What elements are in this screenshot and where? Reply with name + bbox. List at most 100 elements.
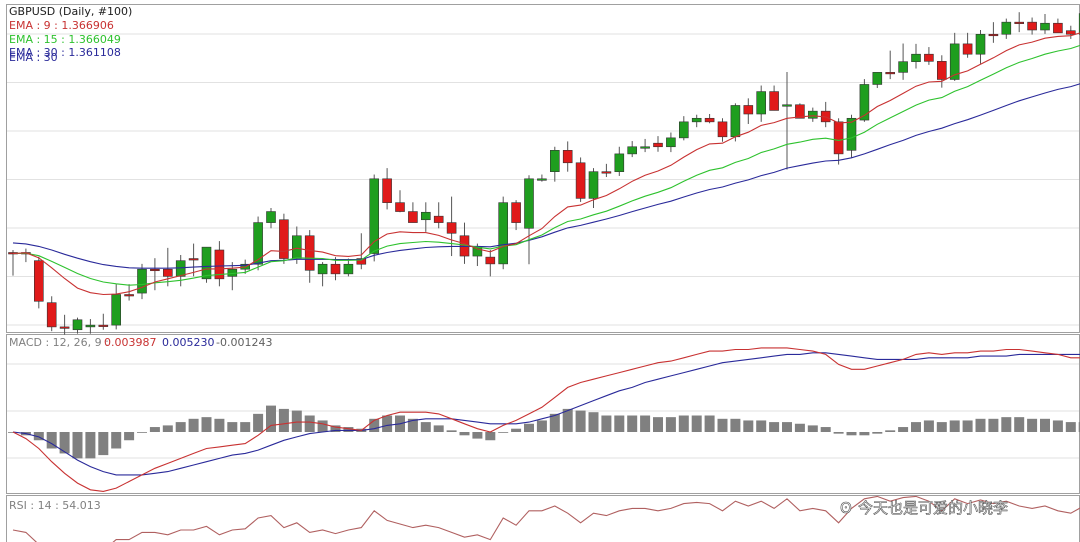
candle-down: [833, 121, 844, 155]
ema30-line: [12, 83, 1080, 269]
macd-histogram-bar: [317, 420, 328, 432]
candle-up: [807, 110, 818, 119]
candle-up: [614, 153, 625, 172]
grid-lines: [6, 33, 1080, 459]
candle-up: [137, 268, 147, 294]
watermark-icon: ʘ: [840, 499, 852, 517]
candle-down: [562, 150, 573, 164]
macd-histogram-bar: [575, 410, 586, 432]
candle-down: [279, 219, 289, 259]
macd-histogram-bar: [1040, 418, 1050, 432]
macd-histogram-bar: [149, 427, 160, 432]
macd-histogram-bar: [485, 432, 496, 441]
candle-up: [756, 91, 767, 115]
macd-histogram-bar: [627, 415, 638, 432]
candle-down: [98, 324, 109, 327]
macd-histogram-bar: [962, 420, 973, 432]
macd-histogram-bar: [782, 422, 792, 432]
macd-histogram-bar: [137, 432, 147, 433]
candle-down: [485, 256, 496, 265]
candle-up: [343, 263, 354, 275]
macd-histogram-bar: [175, 422, 186, 432]
macd-histogram-bar: [601, 415, 612, 432]
macd-histogram-bar: [1027, 418, 1038, 432]
macd-histogram-bar: [665, 417, 676, 432]
candle-down: [446, 222, 457, 234]
macd-histogram-bar: [743, 420, 754, 432]
macd-histogram-bar: [214, 418, 225, 432]
macd-histogram-bar: [1014, 417, 1025, 432]
macd-histogram-bar: [846, 432, 857, 436]
macd-histogram-bar: [511, 428, 522, 432]
candle-down: [1014, 21, 1025, 24]
signal-line: [12, 352, 1080, 476]
macd-histogram-bar: [691, 415, 702, 432]
ema30-legend: EMA : 30 : 1.361108: [9, 46, 121, 59]
candle-down: [395, 202, 405, 212]
candle-down: [59, 326, 70, 329]
rsi-panel: [12, 495, 1080, 542]
macd-histogram-bar: [704, 415, 715, 432]
candle-up: [317, 263, 328, 275]
candle-up: [782, 104, 792, 107]
macd-title: MACD : 12, 26, 9 :: [9, 336, 109, 349]
candle-down: [1053, 22, 1063, 34]
macd-histogram-bar: [730, 418, 741, 432]
candle-down: [743, 105, 754, 115]
macd-histogram-bar: [188, 418, 199, 432]
macd-histogram-bar: [614, 415, 625, 432]
candle-down: [885, 72, 896, 75]
macd-histogram-bar: [124, 432, 135, 441]
rsi-title: RSI : 14 : 54.013: [9, 499, 101, 512]
macd-histogram-bar: [33, 432, 44, 441]
candle-up: [975, 33, 986, 55]
macd-histogram-bar: [769, 422, 780, 432]
macd-histogram-bar: [820, 427, 831, 432]
macd-histogram-bar: [640, 415, 651, 432]
macd-histogram-bar: [85, 432, 96, 459]
macd-value: 0.003987: [104, 336, 157, 349]
macd-histogram-bar: [923, 420, 934, 432]
macd-histogram-bar: [885, 430, 896, 432]
macd-histogram-bar: [98, 432, 109, 456]
candle-down: [33, 260, 44, 302]
macd-line: [12, 347, 1080, 492]
candle-up: [1040, 22, 1050, 31]
candle-up: [175, 260, 186, 277]
ema15-line: [12, 44, 1080, 286]
candle-up: [1001, 21, 1012, 35]
macd-histogram-bar: [407, 418, 418, 432]
macd-histogram-bar: [1065, 422, 1076, 432]
macd-histogram-bar: [1001, 417, 1012, 432]
candle-up: [369, 178, 380, 254]
macd-histogram-bar: [369, 418, 380, 432]
main-legend: GBPUSD (Daily, #100) EMA : 9 : 1.366906 …: [9, 5, 132, 64]
macd-histogram-bar: [859, 432, 870, 436]
macd-histogram-bar: [678, 415, 689, 432]
macd-histogram-bar: [330, 425, 341, 432]
macd-histogram-bar: [807, 425, 818, 432]
candle-up: [627, 146, 638, 155]
macd-histogram-bar: [111, 432, 122, 449]
macd-histogram-bar: [253, 413, 264, 432]
candle-down: [150, 268, 160, 272]
candle-down: [1066, 30, 1076, 35]
candle-down: [988, 33, 999, 37]
macd-histogram-bar: [936, 422, 947, 432]
candle-down: [433, 215, 444, 223]
candle-up: [420, 211, 431, 221]
candle-up: [678, 121, 689, 139]
candle-down: [653, 142, 663, 148]
candle-down: [124, 294, 134, 297]
candle-up: [730, 105, 741, 138]
candle-up: [846, 117, 857, 151]
candle-up: [859, 84, 870, 121]
candle-up: [266, 211, 276, 223]
macd-histogram-bar: [794, 423, 805, 432]
candle-down: [795, 104, 805, 119]
macd-histogram-bar: [420, 422, 431, 432]
candle-up: [666, 137, 676, 148]
macd-histogram-bar: [278, 408, 289, 432]
candle-down: [769, 91, 779, 111]
candle-up: [85, 324, 96, 328]
